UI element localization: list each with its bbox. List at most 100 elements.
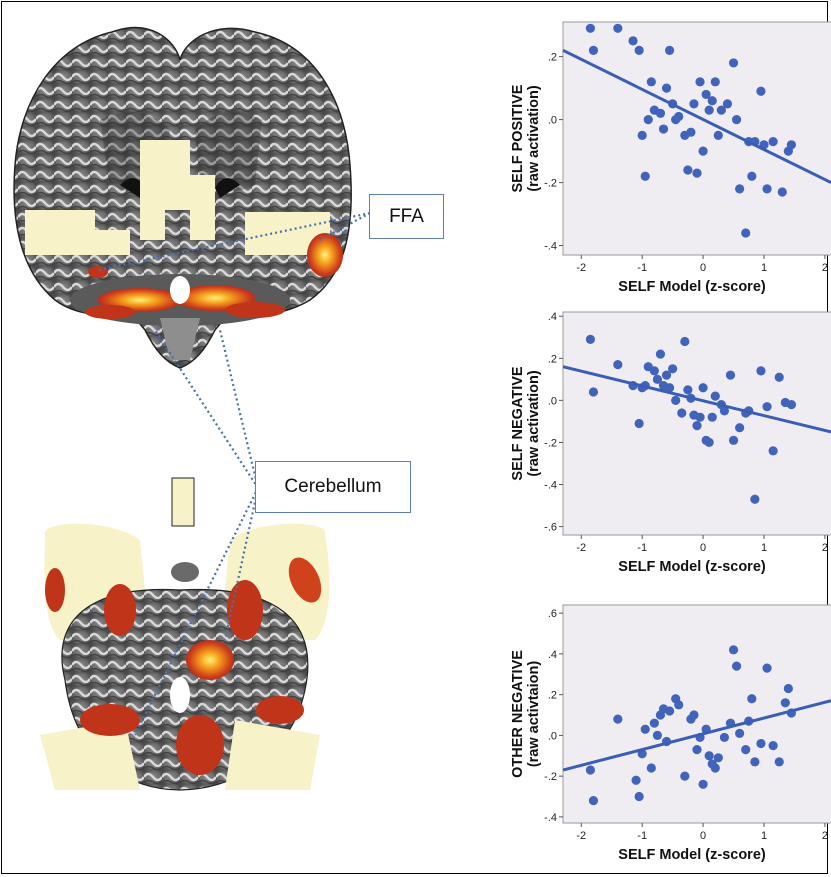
data-point (728, 58, 739, 68)
data-point (652, 374, 663, 384)
x-tick-label: 1 (761, 830, 767, 842)
data-point (674, 700, 684, 710)
data-point (728, 645, 739, 655)
data-point (637, 130, 647, 140)
data-point (747, 171, 757, 181)
data-point (643, 115, 653, 125)
data-point (658, 124, 669, 134)
data-point (661, 83, 672, 93)
data-point (713, 130, 723, 140)
data-point (695, 77, 705, 87)
data-point (646, 77, 656, 87)
data-point (741, 745, 751, 755)
data-point (750, 494, 760, 504)
data-point (613, 714, 623, 724)
data-point (704, 437, 714, 448)
data-point (756, 738, 766, 749)
data-point (710, 763, 720, 773)
data-point (707, 412, 717, 422)
data-point (664, 706, 675, 716)
x-tick-label: 2 (822, 542, 828, 554)
x-tick-label: 0 (700, 542, 706, 554)
y-tick-label: -.2 (544, 771, 557, 783)
y-tick-label: .4 (548, 311, 557, 323)
data-point (692, 168, 702, 178)
data-point (695, 412, 705, 422)
y-tick-label: .0 (548, 395, 557, 407)
fit-line (562, 699, 831, 772)
data-point (680, 336, 690, 347)
data-point (671, 395, 681, 405)
data-point (768, 137, 778, 147)
axial-slice (40, 477, 330, 791)
data-point (698, 383, 708, 393)
data-point (777, 187, 787, 197)
data-point (704, 105, 714, 115)
scatter-svg: .4 .2 .0 -.2 -.4 -.6 -2 -1 0 1 2 SELF Model (z-scor… (510, 311, 831, 575)
y-tick-label: .0 (548, 115, 557, 127)
data-point (661, 370, 672, 380)
data-point (613, 23, 623, 33)
data-point (588, 45, 599, 55)
y-tick-label: -.2 (544, 437, 557, 449)
y-axis-label: SELF POSITIVE (510, 84, 526, 192)
scatter-other-negative: .6 .4 .2 .0 -.2 -.4 -2 -1 0 1 2 SELF Model (z-score… (500, 585, 831, 877)
y-tick-label: .2 (548, 52, 557, 64)
x-axis-label: SELF Model (z-score) (618, 847, 766, 863)
data-point (750, 757, 760, 767)
x-tick-label: 1 (761, 262, 767, 274)
data-point (722, 99, 733, 109)
data-point (655, 108, 666, 118)
data-point (640, 724, 650, 734)
data-point (585, 334, 596, 344)
data-point (698, 146, 708, 156)
data-point (683, 165, 693, 175)
x-tick-label: 2 (822, 262, 828, 274)
data-point (728, 435, 739, 445)
x-tick-label: -1 (637, 830, 647, 842)
data-point (613, 359, 623, 370)
y-tick-label: -.4 (544, 480, 557, 492)
ffa-label: FFA (369, 194, 444, 239)
data-point (686, 127, 696, 137)
data-point (634, 791, 644, 802)
data-point (716, 105, 726, 115)
scatter-self-positive: .2 .0 -.2 -.4 -2 -1 0 1 2 SELF Model (z-score) SEL… (500, 0, 831, 295)
data-point (704, 751, 714, 761)
data-point (762, 663, 772, 673)
data-point (588, 795, 599, 806)
data-point (707, 96, 717, 106)
y-tick-label: .6 (548, 608, 557, 620)
data-point (680, 771, 690, 781)
y-tick-label: -.2 (544, 178, 557, 190)
scatter-svg: .6 .4 .2 .0 -.2 -.4 -2 -1 0 1 2 SELF Model (z-score… (510, 604, 831, 863)
cerebellum-label: Cerebellum (255, 461, 411, 513)
data-point (747, 694, 757, 704)
data-point (731, 661, 742, 671)
callout-lines (97, 211, 371, 736)
scatter-self-negative: .4 .2 .0 -.2 -.4 -.6 -2 -1 0 1 2 SELF Model (z-scor… (500, 295, 831, 585)
data-point (683, 385, 693, 395)
data-point (664, 45, 675, 55)
y-tick-label: .4 (548, 649, 557, 661)
data-point (735, 728, 745, 738)
data-point (655, 349, 666, 359)
data-point (768, 446, 778, 456)
data-point (774, 372, 784, 382)
x-axis-label: SELF Model (z-score) (618, 559, 766, 575)
brain-panel (13, 26, 371, 791)
plot-area (562, 21, 831, 256)
data-point (756, 86, 766, 96)
y-tick-label: .2 (548, 690, 557, 702)
data-point (634, 418, 644, 429)
data-point (713, 753, 723, 763)
data-point (634, 45, 644, 55)
x-tick-label: 2 (822, 830, 828, 842)
data-point (677, 408, 687, 418)
data-point (701, 89, 711, 100)
y-axis-label: SELF NEGATIVE (510, 366, 526, 480)
data-point (689, 710, 699, 720)
data-point (735, 423, 745, 433)
data-point (698, 779, 708, 789)
data-point (786, 399, 797, 410)
